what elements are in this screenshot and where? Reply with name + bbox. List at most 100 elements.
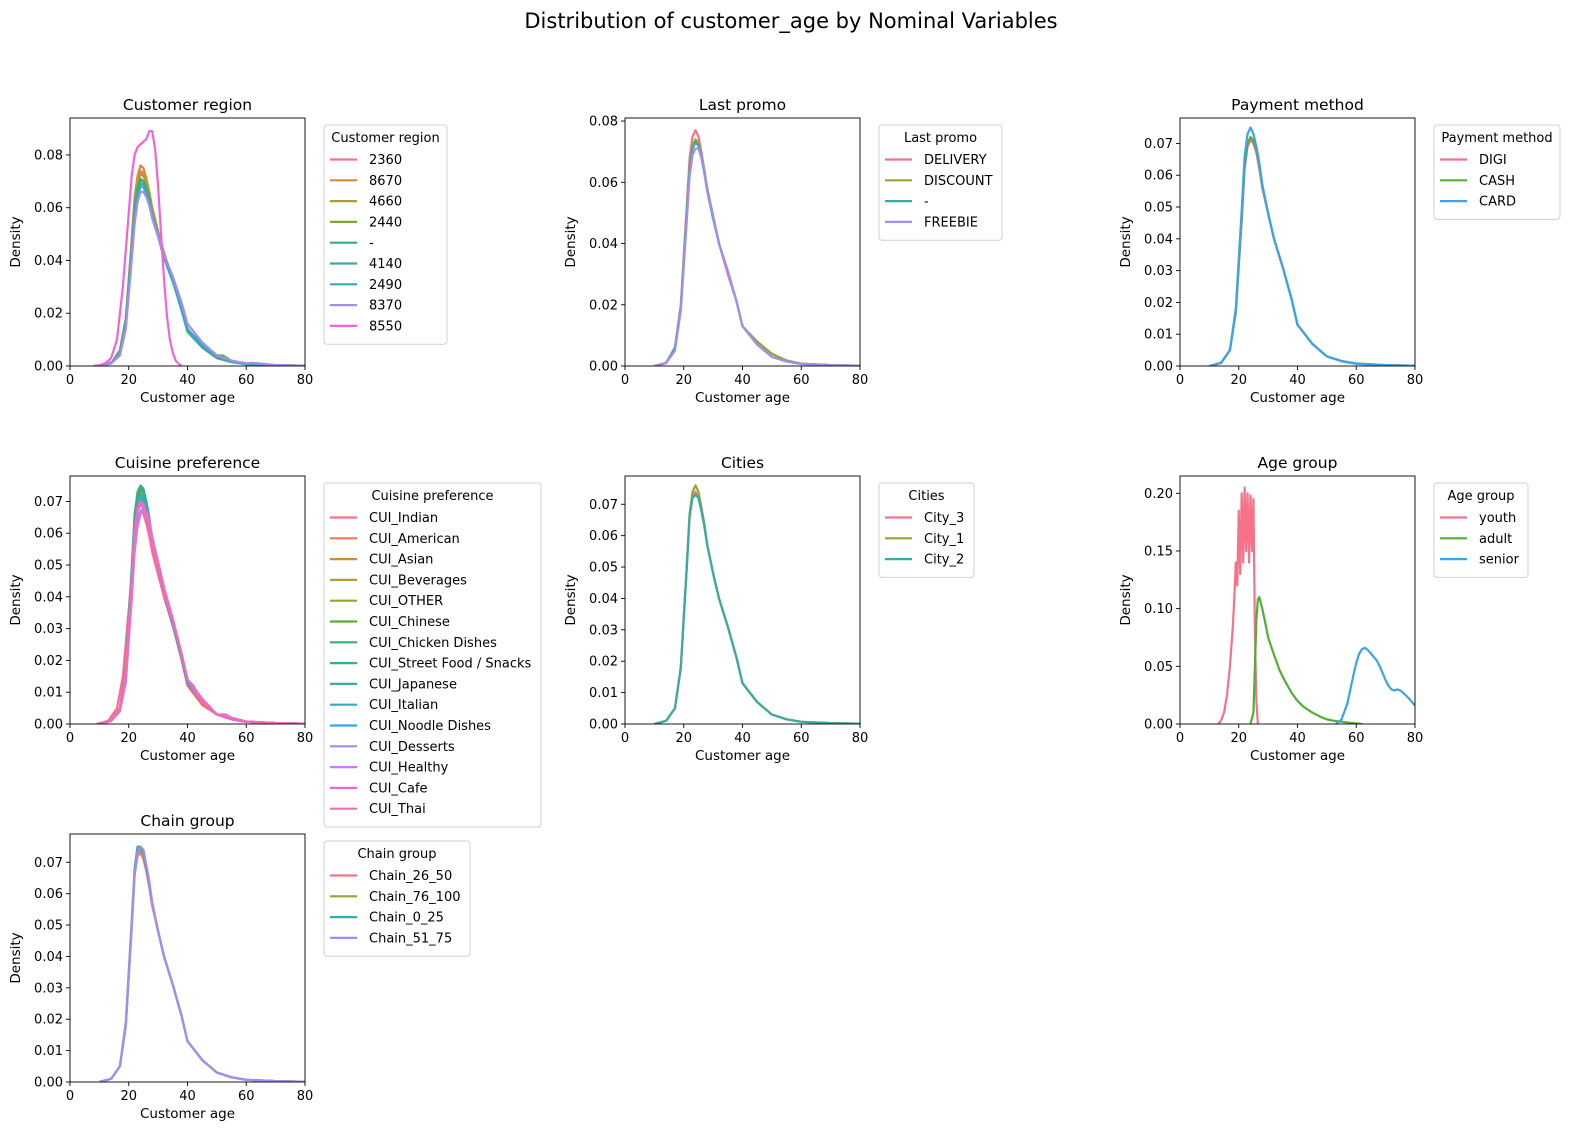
legend-label: CUI_Indian [369,511,438,526]
legend-label: 4140 [369,257,402,272]
legend-label: CUI_Japanese [369,677,457,692]
y-tick-label: 0.02 [34,1013,63,1028]
legend-label: - [369,236,374,251]
x-tick-label: 60 [238,1089,255,1104]
x-tick-label: 20 [675,731,692,746]
y-tick-label: 0.06 [34,201,63,216]
y-tick-label: 0.06 [589,176,618,191]
x-tick-label: 20 [675,373,692,388]
x-tick-label: 0 [621,373,629,388]
y-tick-label: 0.02 [34,307,63,322]
y-tick-label: 0.10 [1144,602,1173,617]
y-axis-label: Density [8,932,24,983]
legend: Customer region 2360 8670 4660 2440 - 4140 2490… [323,124,448,345]
subplot-title: Chain group [140,812,234,830]
legend-label: 2440 [369,215,402,230]
x-tick-label: 40 [734,731,751,746]
x-axis-label: Customer age [140,390,235,406]
y-axis-label: Density [8,574,24,625]
subplot-title: Cities [721,454,764,472]
y-tick-label: 0.05 [1144,201,1173,216]
legend-frame [323,482,542,828]
legend-label: City_2 [924,553,964,568]
legend-label: DISCOUNT [924,174,993,189]
x-tick-label: 80 [852,731,869,746]
y-tick-label: 0.00 [34,718,63,733]
subplot-title: Payment method [1231,96,1364,114]
y-tick-label: 0.01 [34,686,63,701]
y-tick-label: 0.00 [34,1076,63,1091]
legend-label: Chain_51_75 [369,931,452,946]
legend-label: City_1 [924,532,964,547]
x-tick-label: 80 [297,373,314,388]
y-tick-label: 0.02 [589,655,618,670]
legend-label: 2490 [369,278,402,293]
legend-label: CUI_Healthy [369,761,449,776]
y-tick-label: 0.04 [34,254,63,269]
axes-frame [1179,117,1416,367]
x-tick-label: 80 [297,731,314,746]
y-tick-label: 0.01 [34,1044,63,1059]
legend-label: Chain_76_100 [369,890,461,905]
legend-title: Cuisine preference [371,489,493,504]
legend-frame [1433,124,1561,220]
legend-label: 8370 [369,299,402,314]
y-tick-label: 0.08 [34,148,63,163]
y-axis-label: Density [1118,216,1134,267]
legend-label: youth [1479,511,1516,526]
legend: Payment method DIGI CASH CARD [1433,124,1561,220]
x-tick-label: 20 [120,731,137,746]
y-axis-label: Density [563,574,579,625]
legend: Last promo DELIVERY DISCOUNT - FREEBIE [878,124,1003,241]
x-tick-label: 0 [66,1089,74,1104]
y-tick-label: 0.05 [1144,660,1173,675]
series-line-3 [99,845,305,1082]
x-tick-label: 80 [852,373,869,388]
legend-frame [878,124,1003,241]
x-axis-label: Customer age [1250,748,1345,764]
series-line-2 [654,493,860,724]
y-tick-label: 0.06 [589,529,618,544]
legend-label: CUI_Noodle Dishes [369,719,491,734]
y-tick-label: 0.00 [1144,360,1173,375]
legend-frame [878,482,975,578]
legend-label: - [924,195,929,210]
legend-title: Cities [908,489,944,504]
legend-label: 8670 [369,174,402,189]
y-tick-label: 0.01 [589,686,618,701]
subplot-3: Cuisine preference 0 20 40 60 80 0.00 0.01 0.02 0… [8,454,542,828]
legend-label: CUI_Chicken Dishes [369,636,497,651]
x-tick-label: 60 [793,373,810,388]
y-axis-label: Density [8,216,24,267]
y-tick-label: 0.06 [34,887,63,902]
series-line-0 [1217,486,1259,724]
subplot-title: Customer region [123,96,252,114]
subplot-title: Cuisine preference [115,454,260,472]
legend-label: 4660 [369,195,402,210]
subplot-5: Age group 0 20 40 60 80 0.00 0.05 0.10 0.15 0.20 Cu… [1118,454,1529,764]
legend-label: 2360 [369,153,402,168]
y-tick-label: 0.02 [34,654,63,669]
x-tick-label: 60 [238,731,255,746]
y-tick-label: 0.00 [1144,718,1173,733]
y-tick-label: 0.03 [34,622,63,637]
y-tick-label: 0.05 [589,561,618,576]
legend-label: adult [1479,532,1512,547]
subplot-0: Customer region 0 20 40 60 80 0.00 0.02 0.04 0.06… [8,96,448,406]
legend-label: DELIVERY [924,153,987,168]
legend-label: CASH [1479,174,1515,189]
y-tick-label: 0.06 [34,527,63,542]
legend: Cities City_3 City_1 City_2 [878,482,975,578]
y-tick-label: 0.00 [589,360,618,375]
y-tick-label: 0.00 [34,360,63,375]
axes-frame [1179,475,1416,725]
x-axis-label: Customer age [140,748,235,764]
legend-label: CUI_Italian [369,698,438,713]
y-tick-label: 0.08 [589,115,618,130]
legend-label: CUI_American [369,532,460,547]
legend-label: DIGI [1479,153,1507,168]
legend-label: CARD [1479,195,1516,210]
y-tick-label: 0.04 [1144,232,1173,247]
